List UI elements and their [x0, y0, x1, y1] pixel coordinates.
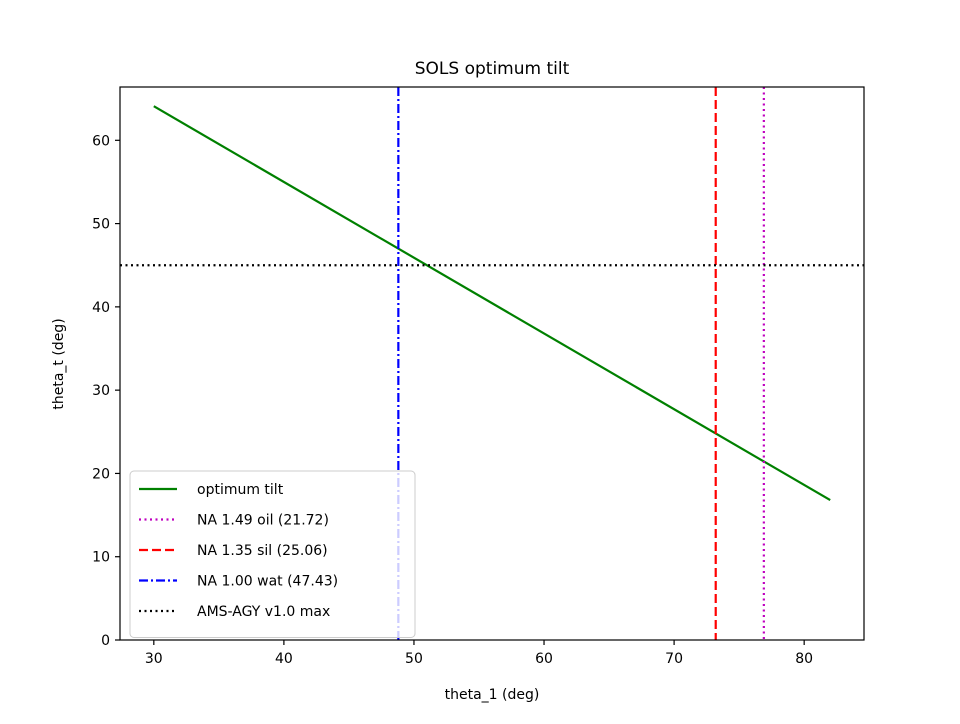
y-tick-label: 60 — [92, 133, 110, 149]
x-axis-label: theta_1 (deg) — [445, 687, 540, 703]
x-tick-label: 60 — [535, 651, 553, 667]
y-tick-label: 0 — [101, 633, 110, 649]
legend-label-3: NA 1.00 wat (47.43) — [197, 574, 338, 590]
plot-frame — [119, 86, 865, 641]
axes: 30 40 50 60 70 80 0 10 20 30 40 50 60 — [92, 86, 865, 667]
x-tick-label: 80 — [795, 651, 813, 667]
x-tick-label: 30 — [145, 651, 163, 667]
legend: optimum tilt NA 1.49 oil (21.72) NA 1.35 s… — [129, 470, 416, 638]
y-tick-label: 30 — [92, 383, 110, 399]
y-tick-label: 10 — [92, 550, 110, 566]
chart-title: SOLS optimum tilt — [415, 59, 570, 79]
legend-label-2: NA 1.35 sil (25.06) — [197, 543, 328, 559]
y-tick-label: 50 — [92, 217, 110, 233]
x-tick-label: 70 — [665, 651, 683, 667]
y-tick-label: 40 — [92, 300, 110, 316]
x-tick-label: 50 — [405, 651, 423, 667]
legend-label-4: AMS-AGY v1.0 max — [197, 604, 330, 620]
legend-box — [129, 470, 416, 638]
series-line-0 — [153, 105, 831, 502]
x-tick-label: 40 — [275, 651, 293, 667]
y-axis-label: theta_t (deg) — [51, 318, 67, 409]
legend-label-0: optimum tilt — [197, 482, 284, 498]
legend-label-1: NA 1.49 oil (21.72) — [197, 513, 329, 529]
y-tick-label: 20 — [92, 466, 110, 482]
